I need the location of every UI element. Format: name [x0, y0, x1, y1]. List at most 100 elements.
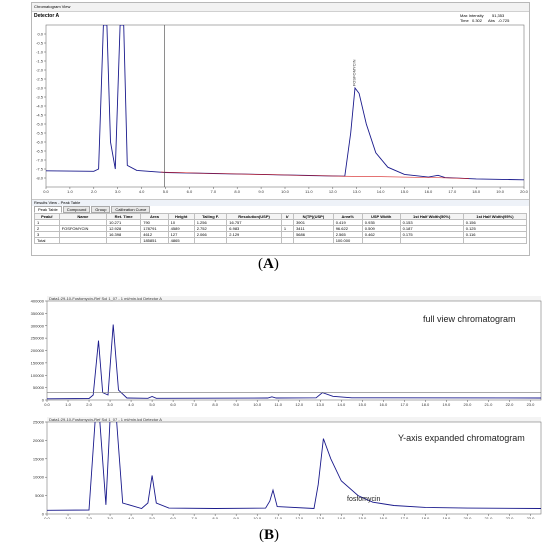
x-tick-label: 17.0	[400, 402, 409, 407]
x-tick-label: 4.0	[128, 402, 134, 407]
x-tick-label: 6.0	[170, 402, 176, 407]
x-tick-label: 12.0	[295, 402, 304, 407]
x-tick-label: 4.0	[139, 189, 145, 194]
y-tick-label: 50000	[33, 385, 45, 390]
x-tick-label: 18.0	[421, 402, 430, 407]
y-tick-label: -2.0	[36, 68, 44, 73]
table-cell	[58, 237, 108, 244]
x-tick-label: 10.0	[253, 516, 262, 519]
x-tick-label: 16.0	[379, 402, 388, 407]
x-tick-label: 5.0	[163, 189, 169, 194]
y-tick-label: -2.5	[36, 77, 44, 82]
table-cell	[399, 237, 464, 244]
table-cell: 4865	[167, 237, 195, 244]
x-tick-label: 10.0	[253, 402, 262, 407]
x-tick-label: 3.0	[107, 402, 113, 407]
x-tick-label: 14.0	[337, 516, 346, 519]
abs-label: Abs	[488, 18, 495, 23]
caption-b-open: (	[259, 527, 264, 543]
caption-b: (B)	[259, 527, 279, 544]
max-intensity-value: 51,353	[492, 13, 505, 18]
x-tick-label: 1.0	[65, 516, 71, 519]
table-row[interactable]: 1 10.271 790 10 1.256 16.757 3901 0.419 0.935 0.1…	[34, 219, 528, 226]
y-tick-label: 0	[42, 398, 45, 403]
x-tick-label: 20.0	[464, 402, 473, 407]
chromatogram-panel-b: Data1:29-10-Fosfomycin-Ref Sol 1_07 - 1 …	[7, 274, 543, 521]
y-tick-label: 25000	[33, 420, 45, 425]
y-tick-label: -7.5	[36, 167, 44, 172]
x-tick-label: 12.0	[295, 516, 304, 519]
caption-a-open: (	[258, 256, 263, 272]
x-tick-label: 17.0	[448, 189, 457, 194]
y-tick-label: 150000	[31, 360, 45, 365]
x-tick-label: 14.0	[337, 402, 346, 407]
x-tick-label: 13.0	[353, 189, 362, 194]
y-tick-label: 350000	[31, 311, 45, 316]
x-tick-label: 13.0	[316, 402, 325, 407]
x-tick-label: 8.0	[234, 189, 240, 194]
caption-b-close: )	[274, 527, 280, 543]
y-tick-label: -4.0	[36, 104, 44, 109]
tab-group[interactable]: Group	[91, 206, 111, 213]
tab-peak-table[interactable]: Peak Table	[34, 206, 62, 213]
results-tabs: Peak Table Compound Group Calibration Cu…	[34, 206, 151, 213]
table-cell: Total	[34, 237, 60, 244]
y-tick-label: 15000	[33, 456, 45, 461]
x-tick-label: 21.0	[485, 402, 494, 407]
table-cell	[193, 237, 228, 244]
table-cell: 185851	[140, 237, 169, 244]
x-tick-label: 11.0	[274, 516, 282, 519]
x-tick-label: 9.0	[233, 516, 239, 519]
tab-calibration-curve[interactable]: Calibration Curve	[111, 206, 151, 213]
table-row[interactable]: Total 185851 4865 100.000	[34, 237, 528, 244]
caption-a-close: )	[273, 256, 279, 272]
x-tick-label: 21.0	[485, 516, 494, 519]
y-tick-label: -5.0	[36, 122, 44, 127]
plot-frame	[46, 421, 542, 515]
window-title-bar: Chromatogram View	[32, 3, 529, 12]
table-row[interactable]: 3 16.398 4612 127 2.066 2.129 5686 2.565 0.462 0.…	[34, 231, 528, 238]
series-line	[47, 422, 541, 511]
x-tick-label: 15.0	[401, 189, 410, 194]
y-tick-label: -3.0	[36, 86, 44, 91]
peak-label-fosfomycin: FOSFOMYCIN	[352, 59, 357, 86]
table-cell	[293, 237, 334, 244]
top-plot-title: Data1:29-10-Fosfomycin-Ref Sol 1_07 - 1 …	[49, 296, 162, 301]
y-tick-label: -1.5	[36, 59, 44, 64]
table-cell: 100.000	[332, 237, 363, 244]
plot-frame	[46, 300, 542, 401]
time-label: Time	[460, 18, 469, 23]
table-cell	[105, 237, 142, 244]
y-tick-label: -5.5	[36, 131, 44, 136]
x-tick-label: 8.0	[212, 402, 218, 407]
y-tick-label: 20000	[33, 438, 45, 443]
fosfomycin-peak-note: fosfomycin	[347, 496, 381, 503]
y-tick-label: 400000	[31, 299, 45, 304]
x-tick-label: 20.0	[464, 516, 473, 519]
x-tick-label: 22.0	[506, 402, 515, 407]
series-line	[160, 171, 470, 179]
chromatogram-plot-a[interactable]: 0.0 1.0 2.0 3.0 4.0 5.0 6.0 7.0 8.0 9.0 10.0 11.0 12…	[32, 21, 529, 199]
x-tick-label: 15.0	[358, 516, 367, 519]
full-view-note: full view chromatogram	[423, 314, 516, 324]
chromatogram-plot-b[interactable]: Data1:29-10-Fosfomycin-Ref Sol 1_07 - 1 …	[7, 274, 543, 521]
y-tick-label: -6.0	[36, 140, 44, 145]
x-tick-label: 0.0	[44, 516, 50, 519]
table-row[interactable]: 2 FOSFOMYCIN 12.928 178791 4589 2.752 6.983 1 34…	[34, 225, 528, 232]
y-tick-label: -4.5	[36, 113, 44, 118]
x-tick-label: 0.0	[43, 189, 49, 194]
caption-a-letter: A	[263, 256, 274, 272]
x-tick-label: 1.0	[65, 402, 71, 407]
y-tick-label: -1.0	[36, 50, 44, 55]
tab-compound[interactable]: Compound	[62, 206, 91, 213]
x-tick-label: 16.0	[379, 516, 388, 519]
y-tick-label: 200000	[31, 348, 45, 353]
table-cell	[361, 237, 401, 244]
x-tick-label: 17.0	[400, 516, 409, 519]
x-tick-label: 2.0	[86, 516, 92, 519]
x-tick-label: 22.0	[506, 516, 515, 519]
x-tick-label: 23.0	[527, 516, 536, 519]
x-tick-label: 11.0	[305, 189, 313, 194]
x-tick-label: 12.0	[329, 189, 338, 194]
x-tick-label: 10.0	[281, 189, 290, 194]
